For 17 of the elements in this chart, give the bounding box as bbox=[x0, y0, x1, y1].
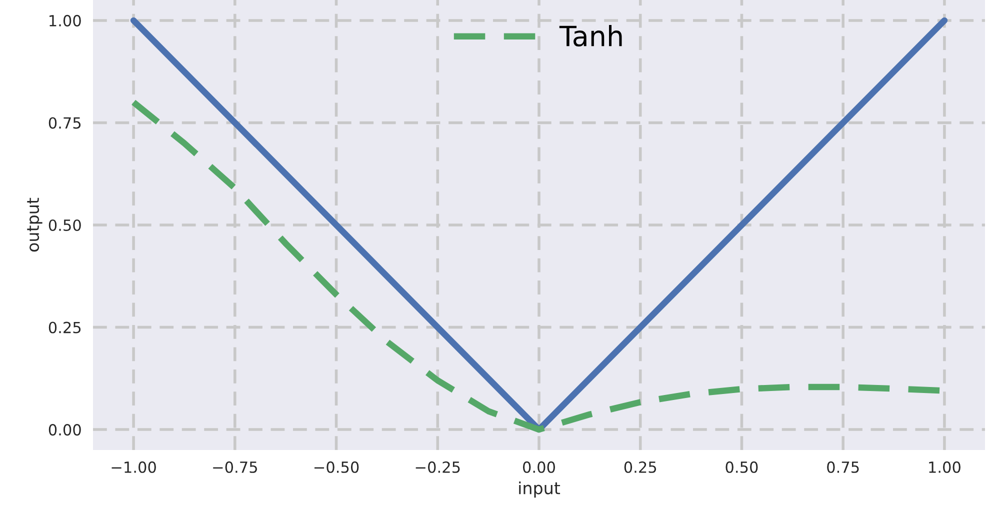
x-axis-title: input bbox=[519, 481, 560, 498]
legend-label: Tanh bbox=[559, 25, 622, 46]
x-tick-label: 0.75 bbox=[827, 461, 859, 473]
y-tick-label: 0.25 bbox=[48, 322, 81, 334]
y-tick-label: 1.00 bbox=[50, 14, 81, 26]
x-tick-label: 0.50 bbox=[726, 461, 758, 473]
x-tick-label: −0.75 bbox=[213, 461, 257, 473]
x-tick-label: −0.25 bbox=[416, 461, 460, 473]
x-tick-label: −1.00 bbox=[112, 461, 156, 473]
y-tick-label: 0.75 bbox=[48, 117, 81, 129]
y-axis-title: output bbox=[27, 198, 42, 252]
x-tick-label: 0.25 bbox=[624, 461, 656, 473]
y-tick-label: 0.00 bbox=[48, 424, 81, 436]
x-tick-label: 0.00 bbox=[523, 461, 555, 473]
y-tick-label: 0.50 bbox=[48, 219, 81, 232]
x-tick-label: 1.00 bbox=[929, 461, 960, 473]
x-tick-label: −0.50 bbox=[314, 461, 359, 473]
